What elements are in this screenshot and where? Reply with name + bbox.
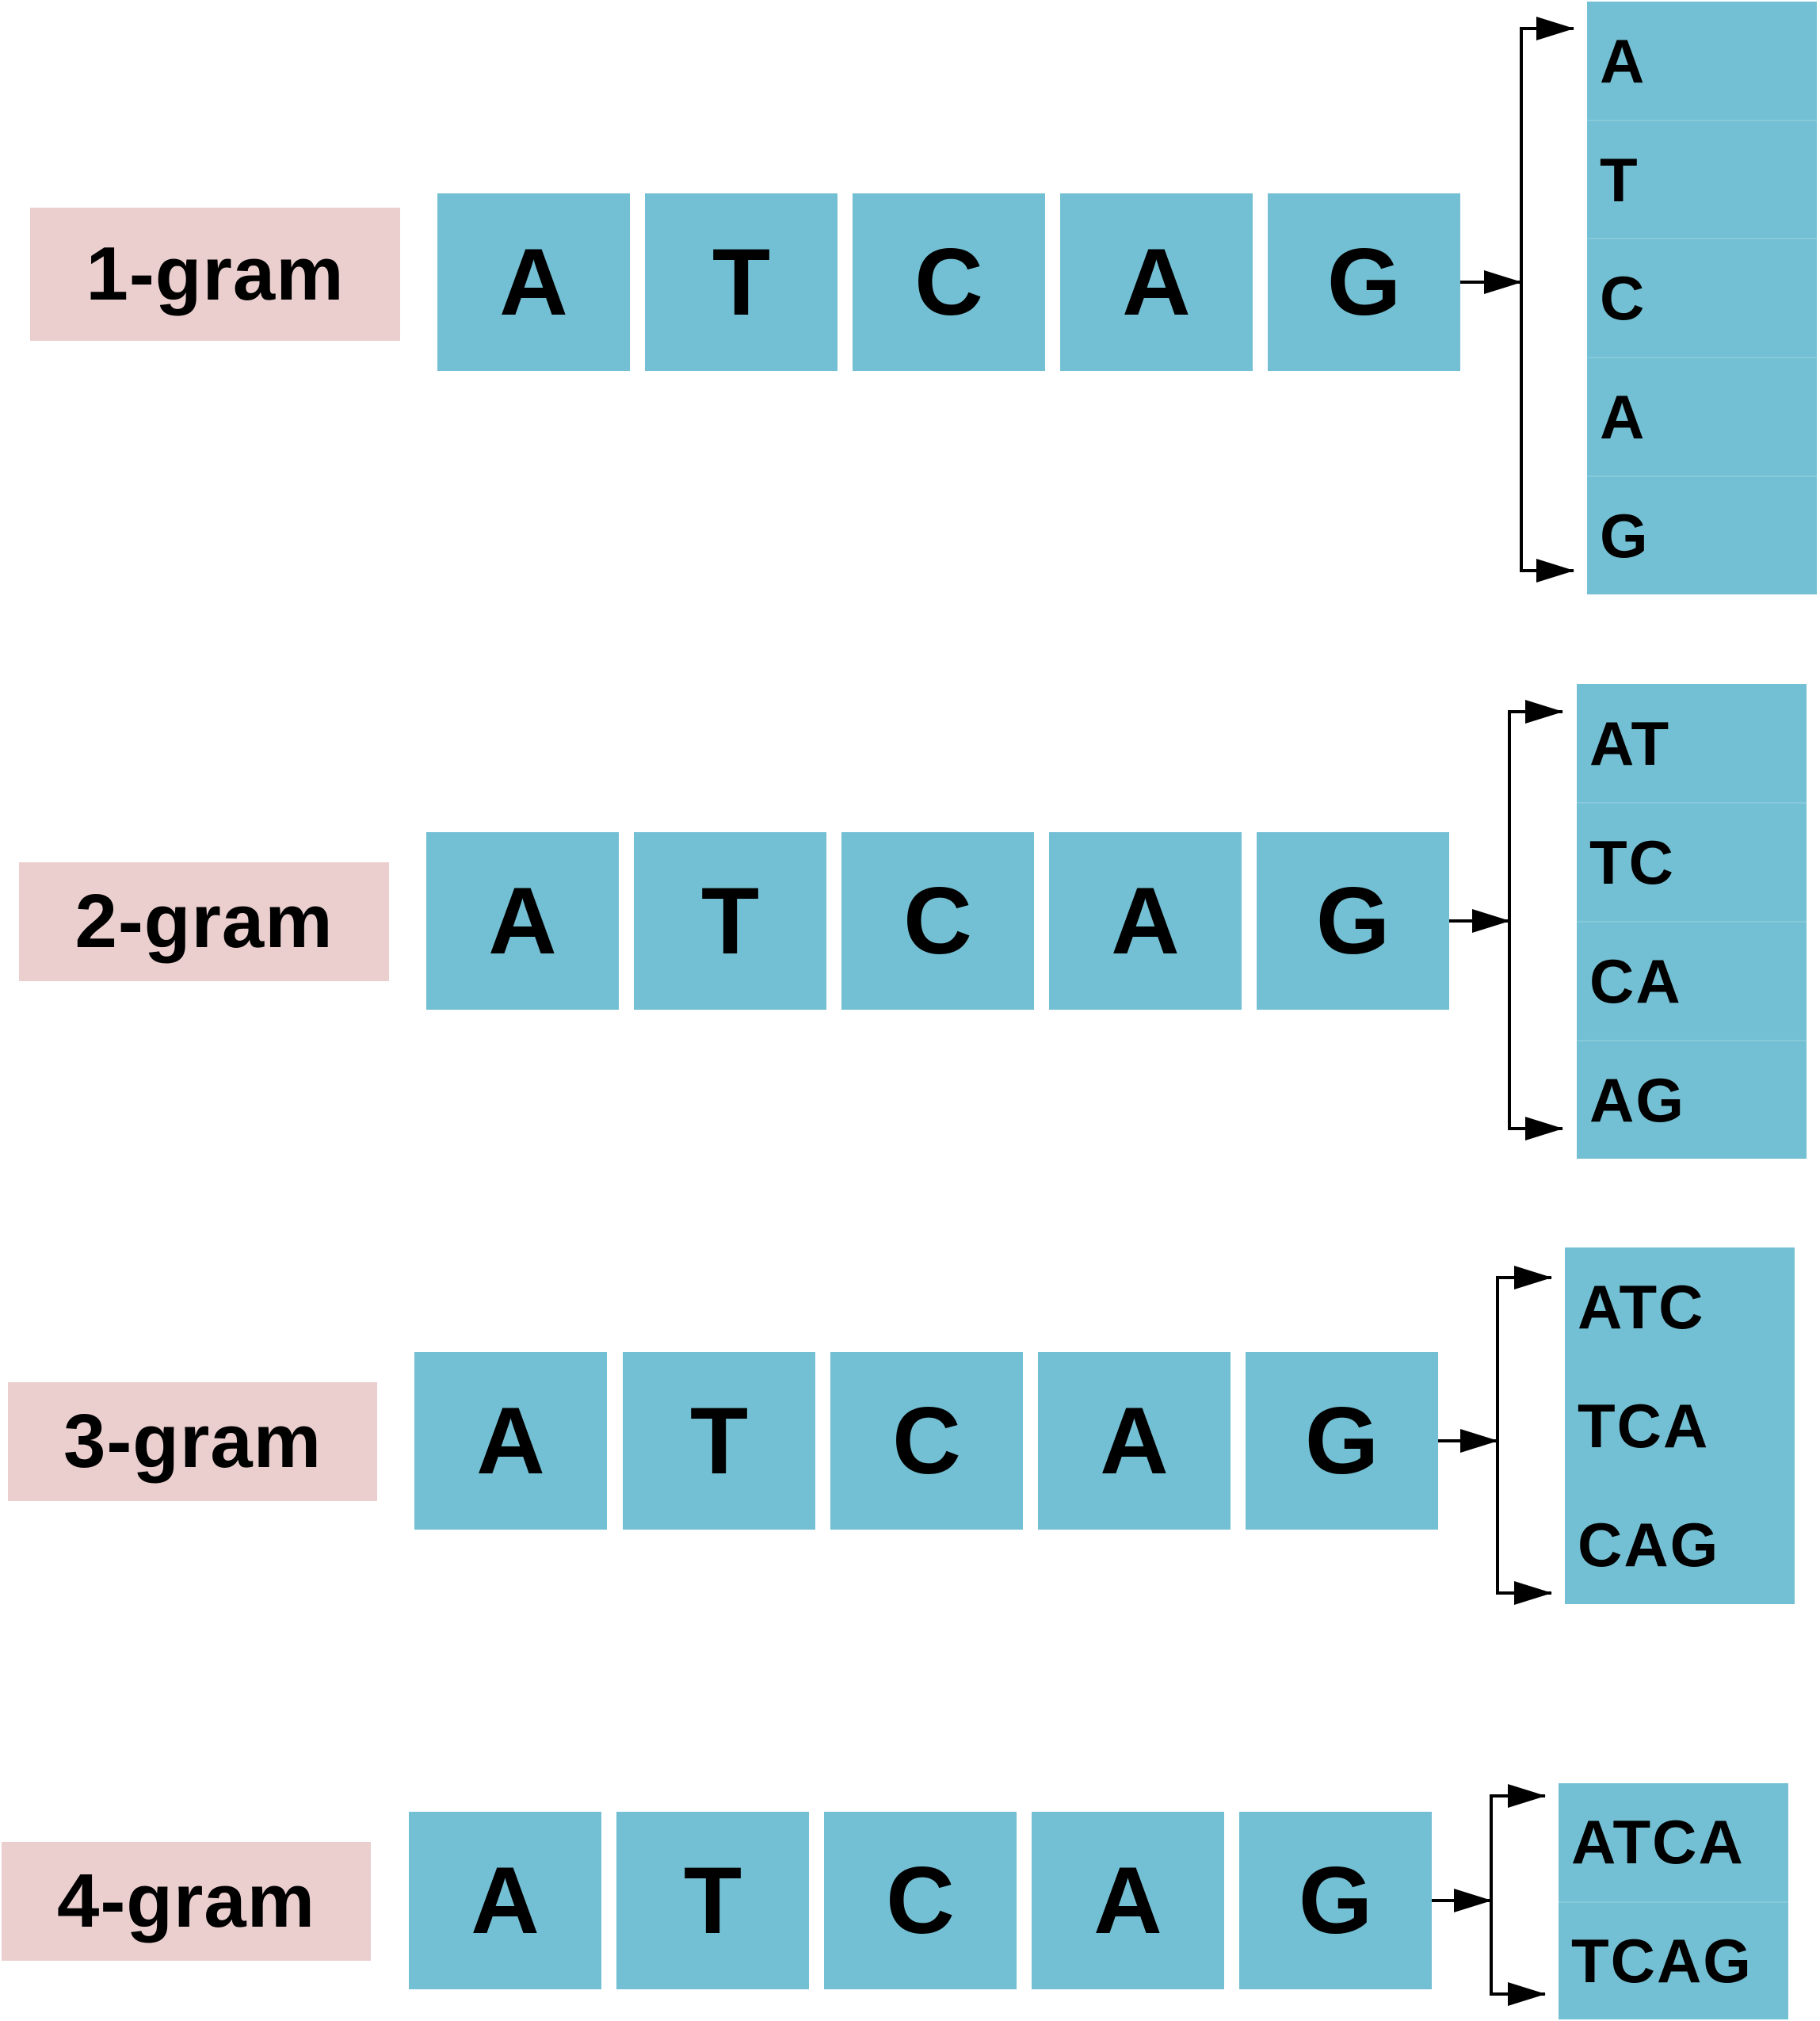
- sequence-box: A: [1032, 1812, 1224, 1989]
- output-panel-1gram: A T C A G: [1587, 2, 1817, 594]
- sequence-box: G: [1246, 1352, 1438, 1530]
- output-panel-3gram: ATC TCA CAG: [1565, 1247, 1795, 1604]
- output-item: TCA: [1578, 1390, 1710, 1461]
- row-label-3gram: 3-gram: [8, 1382, 377, 1501]
- sequence-box: G: [1239, 1812, 1432, 1989]
- output-item: ATC: [1578, 1271, 1705, 1342]
- arrow-group-3gram: [1438, 1266, 1552, 1605]
- output-item: CA: [1577, 921, 1807, 1040]
- output-item: TC: [1577, 802, 1807, 921]
- sequence-box: A: [1060, 193, 1253, 371]
- output-item: A: [1587, 357, 1817, 476]
- sequence-box: A: [409, 1812, 601, 1989]
- arrow-group-1gram: [1460, 17, 1574, 583]
- row-label-4gram: 4-gram: [2, 1842, 371, 1961]
- sequence-box: C: [853, 193, 1045, 371]
- sequence-box: G: [1268, 193, 1460, 371]
- output-item: A: [1600, 25, 1646, 96]
- output-item: C: [1587, 238, 1817, 357]
- sequence-box: A: [414, 1352, 607, 1530]
- sequence-box: C: [841, 832, 1034, 1010]
- sequence-box: T: [623, 1352, 815, 1530]
- output-item: AT: [1589, 708, 1671, 778]
- output-item: G: [1587, 476, 1817, 594]
- sequence-box: T: [634, 832, 826, 1010]
- sequence-box: A: [1049, 832, 1242, 1010]
- output-item: T: [1587, 120, 1817, 239]
- output-panel-4gram: ATCA TCAG: [1559, 1783, 1788, 2019]
- arrow-group-4gram: [1432, 1784, 1546, 2006]
- sequence-box: T: [616, 1812, 809, 1989]
- sequence-box: C: [824, 1812, 1017, 1989]
- sequence-box: C: [830, 1352, 1023, 1530]
- output-item: TCAG: [1559, 1901, 1788, 2019]
- row-label-1gram: 1-gram: [30, 208, 400, 341]
- sequence-box: A: [1038, 1352, 1231, 1530]
- output-item: CAG: [1578, 1509, 1720, 1580]
- output-panel-2gram: AT TC CA AG: [1577, 684, 1807, 1159]
- sequence-box: A: [426, 832, 619, 1010]
- output-item: ATCA: [1571, 1807, 1745, 1877]
- sequence-box: T: [645, 193, 838, 371]
- output-item: AG: [1577, 1040, 1807, 1159]
- sequence-box: G: [1257, 832, 1449, 1010]
- arrow-group-2gram: [1449, 700, 1563, 1140]
- sequence-box: A: [437, 193, 630, 371]
- row-label-2gram: 2-gram: [19, 862, 389, 981]
